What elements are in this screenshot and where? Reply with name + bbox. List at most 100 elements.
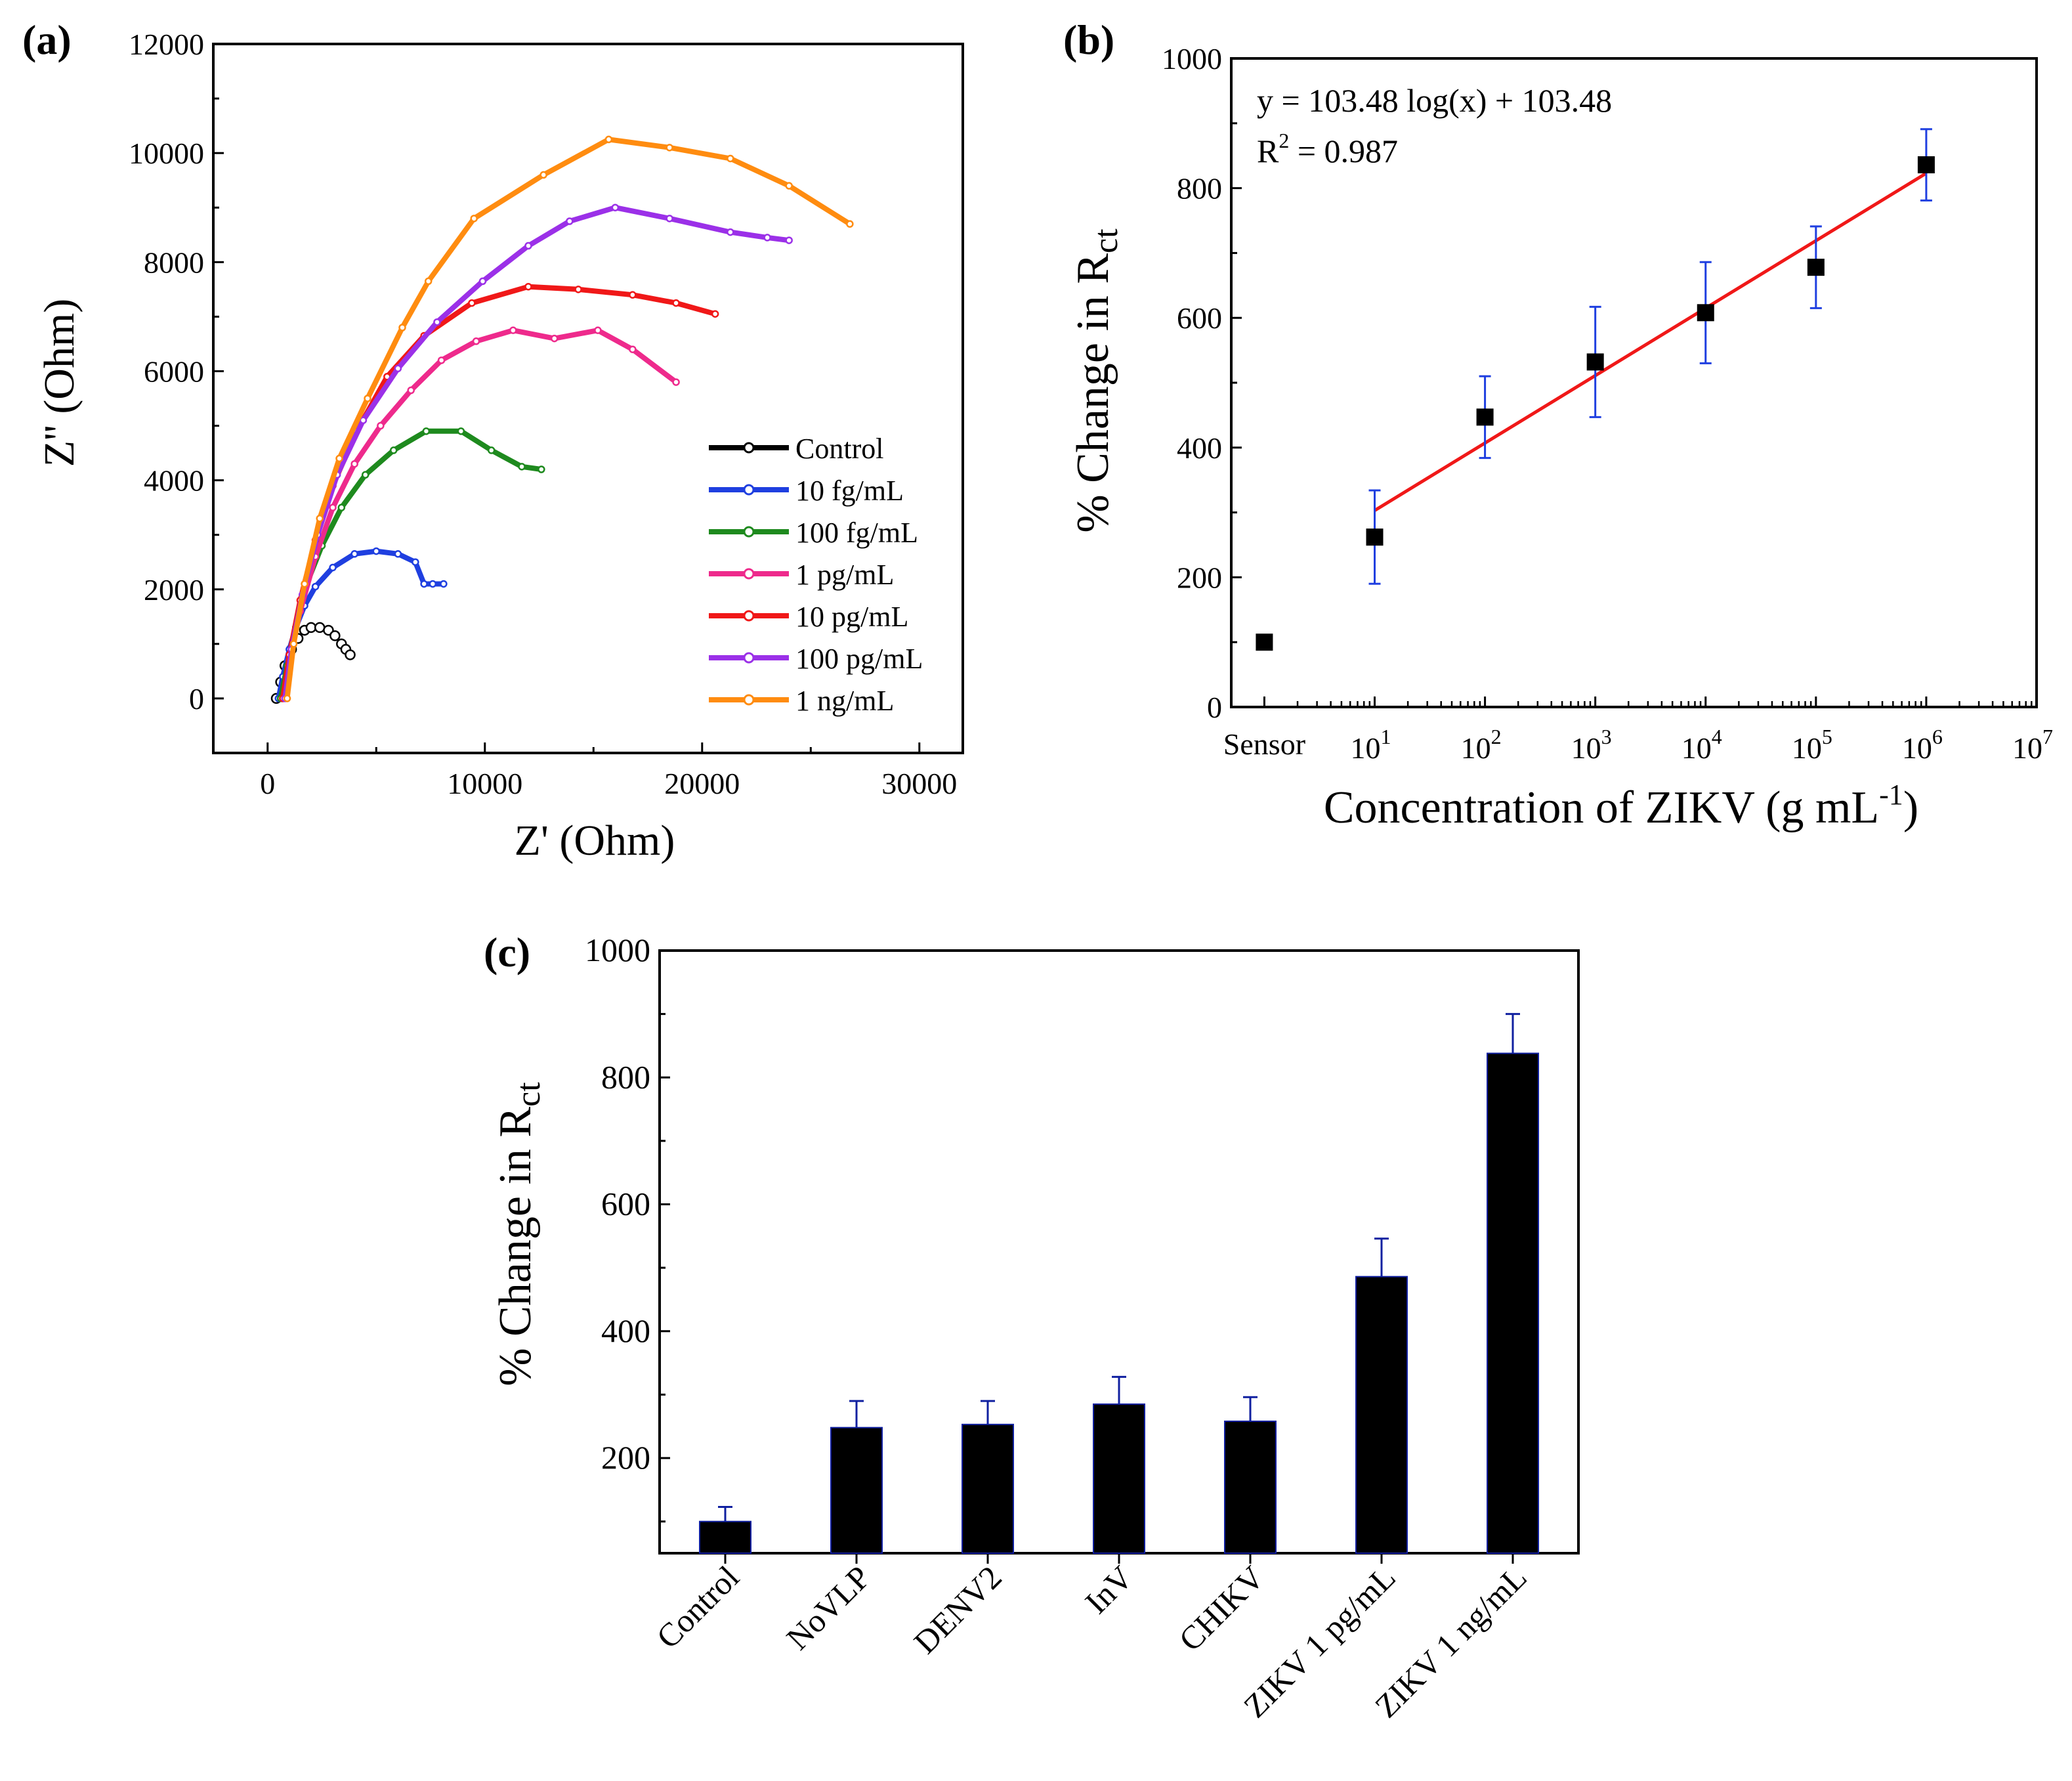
data-point (420, 580, 428, 588)
series-1-ng-ml (283, 135, 854, 702)
data-point (289, 640, 298, 648)
data-point (672, 378, 680, 386)
data-point (611, 204, 620, 211)
data-point (457, 427, 465, 435)
series-control (270, 622, 356, 704)
legend-label: 1 pg/mL (795, 559, 894, 591)
y-tick-label: 6000 (144, 354, 204, 388)
data-point (283, 695, 291, 702)
data-point (394, 550, 402, 558)
legend-entry: Control (709, 433, 883, 465)
data-point (424, 277, 433, 286)
bar (1224, 1421, 1277, 1555)
y-tick-label: 600 (1177, 301, 1222, 335)
panel-b-r-squared: R2 = 0.987 (1257, 129, 1398, 169)
data-point (711, 310, 719, 318)
legend-entry: 10 fg/mL (709, 475, 904, 507)
panel-a-plot-frame (212, 43, 964, 754)
data-point (329, 563, 337, 572)
data-point-square (1807, 259, 1825, 276)
y-tick-label: 800 (601, 1058, 650, 1095)
series-line (276, 548, 444, 699)
data-point-square (1476, 408, 1494, 426)
x-tick-label: 10000 (447, 767, 522, 800)
series-100-fg-ml (276, 427, 545, 702)
x-tick-label: InV (1078, 1558, 1140, 1621)
data-point-square (1256, 633, 1273, 651)
y-tick-label: 400 (1177, 431, 1222, 465)
y-tick-label: 4000 (144, 464, 204, 498)
data-point (666, 215, 673, 223)
legend-label: Control (795, 433, 883, 465)
y-tick-label: 12000 (129, 28, 204, 61)
data-point (666, 144, 673, 152)
bar-group (1355, 1237, 1408, 1554)
data-point-square (1917, 156, 1935, 174)
panel-b-calibration-plot: (b) Sensor 101 102 103 104 105 106 107 0 200 400 60… (1063, 16, 2053, 833)
data-point (468, 299, 476, 307)
data-point (440, 580, 448, 588)
data-point (377, 421, 385, 430)
x-tick-label: NoVLP (779, 1558, 877, 1657)
bar (830, 1427, 883, 1554)
data-point (422, 427, 431, 435)
legend-swatch-marker (743, 652, 755, 664)
x-tick-label: 103 (1571, 725, 1612, 765)
data-point (487, 446, 496, 454)
bar (1093, 1403, 1145, 1554)
data-point (372, 547, 381, 555)
y-tick-label: 1000 (585, 932, 650, 968)
legend-swatch-marker (743, 610, 755, 622)
data-point-square (1697, 304, 1714, 322)
data-point (785, 182, 793, 190)
bar-group (830, 1400, 883, 1554)
data-point (389, 446, 398, 454)
panel-b-data-points (1256, 128, 1935, 651)
legend-entry: 1 ng/mL (709, 685, 894, 717)
x-tick-label: 106 (1902, 725, 1943, 765)
data-point (364, 395, 371, 402)
panel-b-axis-ticks: Sensor 101 102 103 104 105 106 107 0 200 400 600 800… (1162, 42, 2053, 765)
data-point (412, 558, 419, 566)
data-point (566, 217, 574, 225)
data-point (316, 515, 324, 523)
data-point (337, 504, 346, 511)
x-tick-label: Sensor (1223, 727, 1305, 761)
data-point (574, 286, 582, 293)
y-tick-label: 0 (1207, 691, 1222, 724)
data-point (314, 622, 326, 633)
data-point (345, 649, 356, 660)
panel-c-y-axis-label: % Change in Rct (490, 1082, 547, 1386)
data-point (727, 154, 734, 163)
data-point (359, 416, 368, 424)
y-tick-label: 2000 (144, 573, 204, 607)
panel-a-series (270, 135, 854, 704)
data-point (846, 220, 854, 228)
legend-label: 100 pg/mL (795, 643, 923, 675)
y-tick-label: 200 (1177, 561, 1222, 594)
bar-group (962, 1400, 1014, 1554)
panel-c-label: (c) (484, 929, 530, 976)
data-point-group (1697, 261, 1714, 364)
data-point (629, 345, 637, 353)
panel-a-y-axis-label: Z'' (Ohm) (35, 299, 83, 467)
bar (1355, 1276, 1408, 1554)
legend-entry: 1 pg/mL (709, 559, 894, 591)
panel-b-x-axis-label: Concentration of ZIKV (g mL-1) (1324, 779, 1918, 833)
data-point (763, 234, 771, 242)
x-tick-label: 105 (1792, 725, 1832, 765)
x-tick-label: 104 (1681, 725, 1722, 765)
x-tick-label: CHIKV (1172, 1558, 1271, 1658)
series-10-pg-ml (279, 282, 719, 702)
x-tick-label: 107 (2012, 725, 2053, 765)
bar (962, 1423, 1014, 1554)
bar-group (1487, 1013, 1539, 1555)
y-tick-label: 800 (1177, 172, 1222, 205)
data-point (672, 299, 680, 307)
series-line (280, 284, 716, 699)
y-tick-label: 200 (601, 1439, 650, 1476)
data-point (524, 242, 532, 250)
data-point-group (1917, 128, 1935, 202)
data-point (301, 580, 308, 588)
data-point (305, 622, 317, 633)
